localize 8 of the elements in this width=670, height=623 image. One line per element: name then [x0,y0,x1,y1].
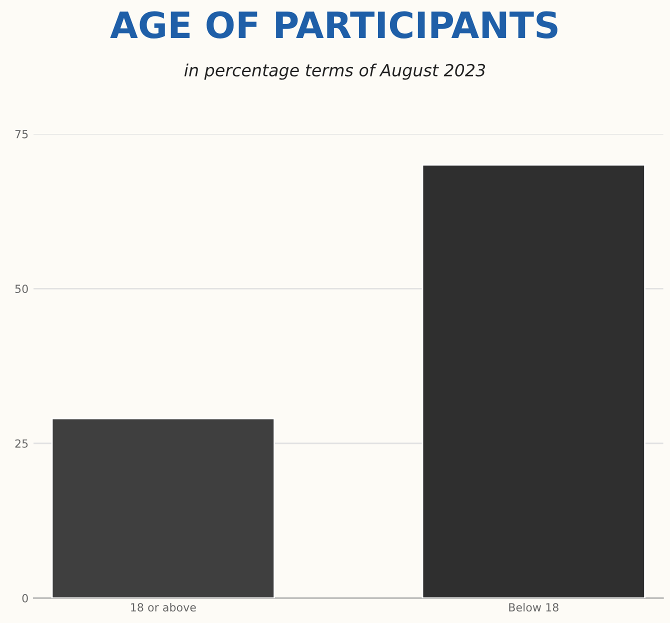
x-tick-label: Below 18 [509,602,558,612]
x-tick-label: 18 or above [131,602,196,612]
y-tick-label: 25 [15,439,28,448]
y-tick-label: 50 [15,284,28,294]
chart-title: AGE OF PARTICIPANTS [110,11,558,39]
y-tick-label: 75 [15,130,28,138]
y-tick-label: 0 [22,594,28,602]
chart-subtitle: in percentage terms of August 2023 [184,64,486,80]
